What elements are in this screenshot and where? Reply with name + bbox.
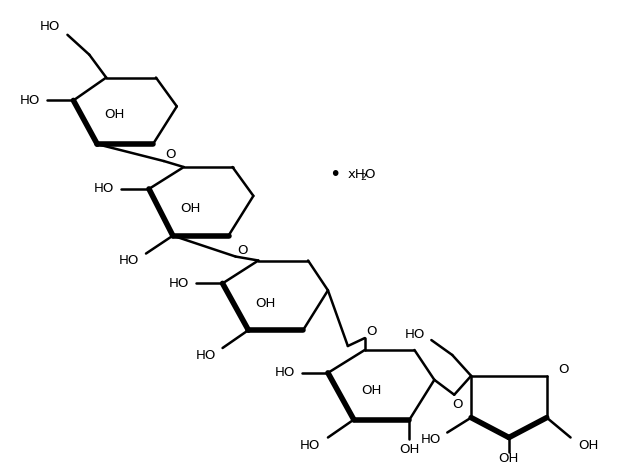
Text: HO: HO [19,94,40,107]
Text: OH: OH [399,443,420,456]
Text: HO: HO [275,366,296,379]
Text: HO: HO [39,21,60,34]
Text: HO: HO [421,433,442,446]
Text: OH: OH [255,297,275,310]
Text: •: • [329,164,340,184]
Text: OH: OH [180,202,201,215]
Text: O: O [237,244,248,257]
Text: O: O [558,363,569,377]
Text: HO: HO [119,254,140,267]
Text: OH: OH [579,439,598,452]
Text: HO: HO [94,182,115,195]
Text: xH: xH [348,167,365,180]
Text: O: O [365,167,375,180]
Text: HO: HO [300,439,320,452]
Text: O: O [452,398,463,411]
Text: OH: OH [499,452,519,465]
Text: 2: 2 [360,173,366,182]
Text: HO: HO [168,277,189,290]
Text: O: O [166,148,176,161]
Text: HO: HO [195,350,216,363]
Text: OH: OH [362,384,382,397]
Text: O: O [367,325,377,337]
Text: HO: HO [404,328,425,341]
Text: OH: OH [104,108,124,121]
